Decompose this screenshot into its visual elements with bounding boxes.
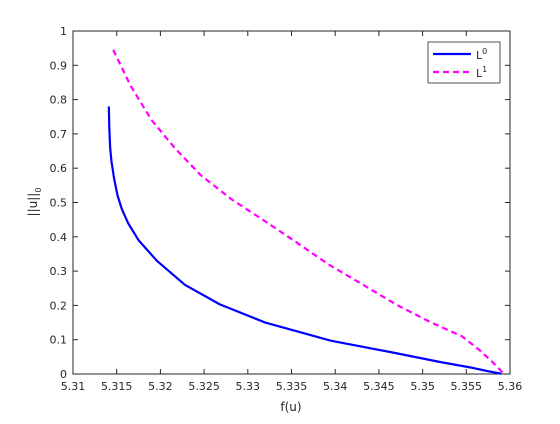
legend-label: L0 <box>476 47 487 62</box>
x-tick-label: 5.315 <box>101 380 133 393</box>
y-axis-label-subscript: 0 <box>34 188 43 193</box>
legend-label-main: L <box>476 67 483 80</box>
x-tick-label: 5.335 <box>276 380 308 393</box>
x-axis-ticks: 5.31 5.315 5.32 5.325 5.33 5.335 5.34 5.345 5.35… <box>61 31 523 393</box>
series-group <box>107 49 504 375</box>
x-tick-label: 5.36 <box>498 380 523 393</box>
y-tick-label: 0.8 <box>50 94 68 107</box>
x-axis-label: f(u) <box>280 400 301 414</box>
y-tick-label: 0.4 <box>50 231 68 244</box>
y-tick-label: 0.6 <box>50 162 68 175</box>
legend-label-main: L <box>476 49 483 62</box>
legend-label-superscript: 1 <box>482 65 487 74</box>
x-tick-label: 5.33 <box>236 380 261 393</box>
x-tick-label: 5.32 <box>148 380 173 393</box>
series-line-l1 <box>112 49 504 374</box>
x-tick-label: 5.325 <box>188 380 220 393</box>
y-tick-label: 0.5 <box>50 197 68 210</box>
y-tick-label: 0 <box>60 368 67 381</box>
plot-frame <box>72 30 511 375</box>
legend-label-superscript: 0 <box>482 47 487 56</box>
y-tick-label: 0.2 <box>50 299 68 312</box>
x-tick-label: 5.31 <box>61 380 86 393</box>
y-tick-label: 0.7 <box>50 128 68 141</box>
y-axis-label-main: ||u|| <box>26 193 40 217</box>
y-axis-ticks: 0 0.1 0.2 0.3 0.4 0.5 0.6 0.7 0.8 0.9 1 <box>50 25 510 381</box>
legend-label: L1 <box>476 65 487 80</box>
y-tick-label: 1 <box>60 25 67 38</box>
y-tick-label: 0.1 <box>50 334 68 347</box>
y-axis-label: ||u||0 <box>26 188 43 217</box>
y-tick-label: 0.9 <box>50 59 68 72</box>
x-tick-label: 5.345 <box>363 380 395 393</box>
x-tick-label: 5.355 <box>451 380 483 393</box>
y-tick-label: 0.3 <box>50 265 68 278</box>
series-line-l0 <box>107 106 502 375</box>
x-tick-label: 5.34 <box>323 380 348 393</box>
legend-box <box>427 41 501 84</box>
x-tick-label: 5.35 <box>410 380 435 393</box>
plot-area <box>72 30 511 375</box>
